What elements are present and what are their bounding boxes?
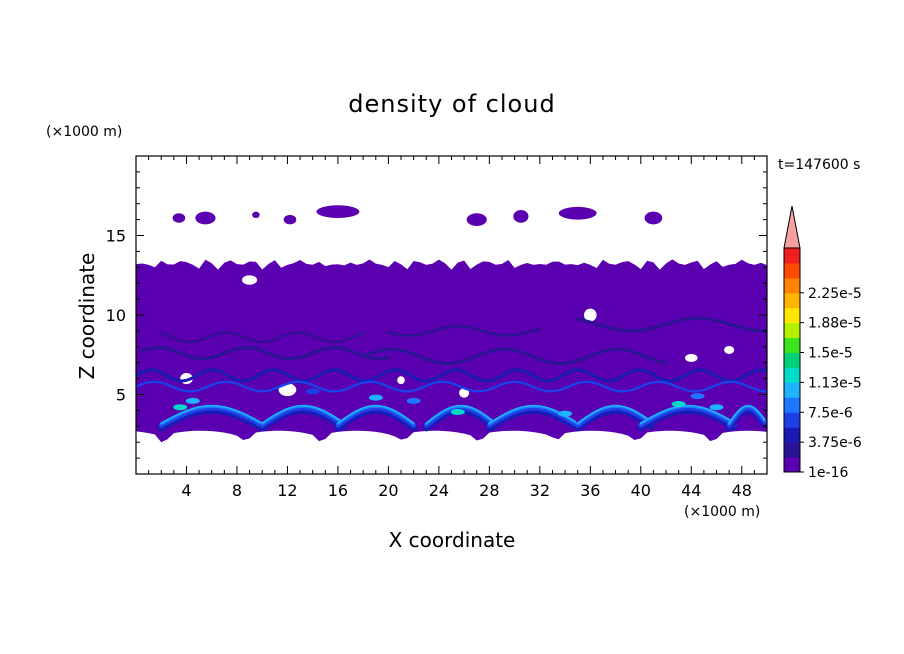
upper-cloud-patch: [316, 205, 360, 219]
upper-cloud-patch: [644, 211, 663, 225]
x-axis-label: X coordinate: [389, 528, 516, 552]
density-peak: [671, 401, 686, 408]
colorbar-segment-1: [784, 442, 800, 458]
upper-cloud-patch: [466, 213, 487, 226]
colorbar-segment-6: [784, 367, 800, 383]
high-density-arc: [425, 404, 496, 424]
time-label: t=147600 s: [778, 157, 860, 173]
colorbar-segment-7: [784, 352, 800, 368]
colorbar-label-2: 7.5e-6: [808, 405, 853, 421]
cloud-gap: [242, 275, 258, 285]
colorbar-segment-5: [784, 382, 800, 398]
colorbar-segment-11: [784, 292, 800, 309]
high-density-arc: [728, 404, 766, 424]
y-axis-label: Z coordinate: [75, 253, 99, 380]
y-axis-ticks: 5 10 15: [106, 171, 767, 459]
density-peak: [558, 410, 573, 417]
colorbar: 1e-16 3.75e-6 7.5e-6 1.13e-5 1.5e-5 1.88e-5 2.…: [783, 205, 862, 481]
x-tick-label-10: 44: [681, 481, 701, 500]
colorbar-segment-10: [784, 307, 800, 324]
high-density-arc: [160, 404, 263, 424]
density-peak: [450, 408, 465, 415]
dense-streak: [576, 316, 767, 333]
upper-cloud-patch: [252, 211, 260, 219]
y-tick-label-2: 15: [106, 227, 126, 246]
x-tick-label-5: 24: [429, 481, 449, 500]
colorbar-segment-8: [784, 337, 800, 354]
upper-cloud-patch: [172, 213, 186, 223]
colorbar-extend-arrow: [783, 205, 801, 249]
x-tick-label-7: 32: [530, 481, 550, 500]
colorbar-label-1: 3.75e-6: [808, 435, 862, 451]
colorbar-segment-9: [784, 322, 800, 339]
x-tick-label-8: 36: [580, 481, 600, 500]
colorbar-segment-14: [784, 248, 800, 264]
high-density-arc: [337, 404, 415, 424]
x-tick-label-9: 40: [631, 481, 651, 500]
dense-streak: [136, 368, 767, 383]
x-tick-label-0: 4: [181, 481, 191, 500]
density-peak: [305, 388, 320, 395]
density-peak: [368, 394, 383, 401]
colorbar-label-3: 1.13e-5: [808, 375, 862, 391]
dense-streak: [387, 324, 542, 337]
cloud-gap: [684, 353, 698, 362]
colorbar-segment-2: [784, 427, 800, 443]
colorbar-label-4: 1.5e-5: [808, 346, 853, 362]
x-tick-label-3: 16: [328, 481, 348, 500]
colorbar-label-0: 1e-16: [808, 465, 848, 481]
upper-cloud-patch: [558, 206, 597, 220]
x-tick-label-4: 20: [378, 481, 398, 500]
colorbar-segment-0: [784, 457, 800, 473]
colorbar-segment-4: [784, 397, 800, 413]
density-peak: [185, 397, 200, 404]
high-density-arc: [640, 404, 735, 424]
cloud-gap: [584, 308, 597, 322]
x-axis-ticks: 4 8 12 16 20 24 28 32 36 40 44 48: [148, 156, 755, 500]
y-tick-label-0: 5: [116, 386, 126, 405]
cloud-gap: [459, 388, 470, 398]
dense-streak: [136, 380, 767, 393]
colorbar-label-6: 2.25e-5: [808, 286, 862, 302]
dense-streak: [160, 331, 365, 344]
y-unit-label: (×1000 m): [46, 124, 122, 140]
upper-cloud-patch: [283, 214, 297, 225]
cloud-gap: [397, 376, 405, 385]
high-density-arc: [261, 404, 344, 424]
main-cloud-layer: [136, 259, 767, 443]
x-tick-label-1: 8: [232, 481, 242, 500]
dense-streak: [140, 346, 390, 361]
x-unit-label: (×1000 m): [684, 504, 760, 520]
density-field: [136, 205, 767, 443]
x-tick-label-11: 48: [732, 481, 752, 500]
density-peak: [173, 404, 188, 411]
density-peak: [709, 404, 724, 411]
dense-streak: [361, 347, 668, 365]
high-density-arc: [576, 404, 652, 424]
colorbar-segment-3: [784, 412, 800, 428]
density-peak: [406, 397, 421, 404]
y-tick-label-1: 10: [106, 306, 126, 325]
x-tick-label-6: 28: [479, 481, 499, 500]
upper-cloud-patch: [513, 210, 529, 223]
colorbar-segment-12: [784, 277, 800, 294]
colorbar-frame: [783, 247, 801, 473]
cloud-gap: [724, 346, 735, 354]
x-tick-label-2: 12: [277, 481, 297, 500]
density-peak: [690, 393, 705, 400]
colorbar-segment-13: [784, 262, 800, 279]
chart-title: density of cloud: [348, 90, 555, 118]
colorbar-label-5: 1.88e-5: [808, 316, 862, 332]
upper-cloud-patch: [195, 211, 216, 225]
